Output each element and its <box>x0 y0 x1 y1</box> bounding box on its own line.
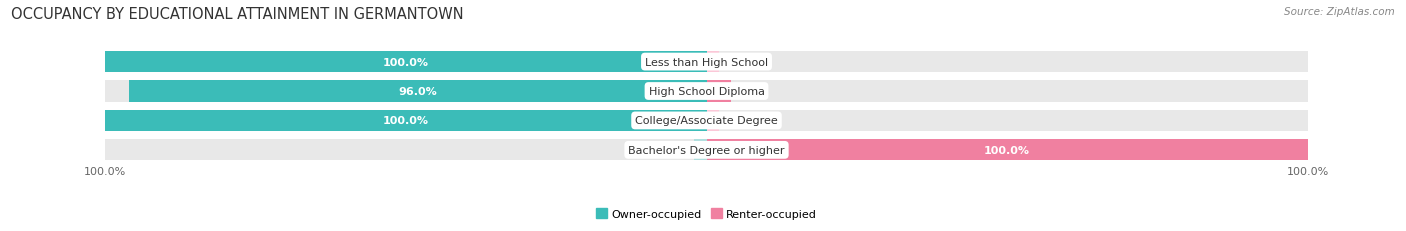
Bar <box>706 140 1308 161</box>
Bar <box>105 52 706 73</box>
Text: 96.0%: 96.0% <box>398 87 437 97</box>
Bar <box>105 52 706 73</box>
Text: 100.0%: 100.0% <box>84 166 127 176</box>
Text: 0.0%: 0.0% <box>737 116 768 126</box>
Bar <box>695 140 706 161</box>
Text: Bachelor's Degree or higher: Bachelor's Degree or higher <box>628 145 785 155</box>
Bar <box>706 81 1308 102</box>
Bar <box>105 81 706 102</box>
Bar <box>706 81 731 102</box>
Bar <box>706 140 1308 161</box>
Bar <box>105 110 706 131</box>
Text: 100.0%: 100.0% <box>382 116 429 126</box>
Text: 100.0%: 100.0% <box>984 145 1031 155</box>
Text: Less than High School: Less than High School <box>645 57 768 67</box>
Legend: Owner-occupied, Renter-occupied: Owner-occupied, Renter-occupied <box>592 204 821 223</box>
Text: High School Diploma: High School Diploma <box>648 87 765 97</box>
Text: 100.0%: 100.0% <box>382 57 429 67</box>
Bar <box>129 81 706 102</box>
Bar <box>706 52 1308 73</box>
Text: 0.0%: 0.0% <box>645 145 676 155</box>
Text: OCCUPANCY BY EDUCATIONAL ATTAINMENT IN GERMANTOWN: OCCUPANCY BY EDUCATIONAL ATTAINMENT IN G… <box>11 7 464 22</box>
Bar <box>105 140 706 161</box>
Bar <box>706 110 1308 131</box>
Text: College/Associate Degree: College/Associate Degree <box>636 116 778 126</box>
Bar <box>105 110 706 131</box>
Text: Source: ZipAtlas.com: Source: ZipAtlas.com <box>1284 7 1395 17</box>
Text: 4.0%: 4.0% <box>703 87 734 97</box>
Text: 100.0%: 100.0% <box>1286 166 1329 176</box>
Bar <box>706 52 718 73</box>
Text: 0.0%: 0.0% <box>737 57 768 67</box>
Bar <box>706 110 718 131</box>
